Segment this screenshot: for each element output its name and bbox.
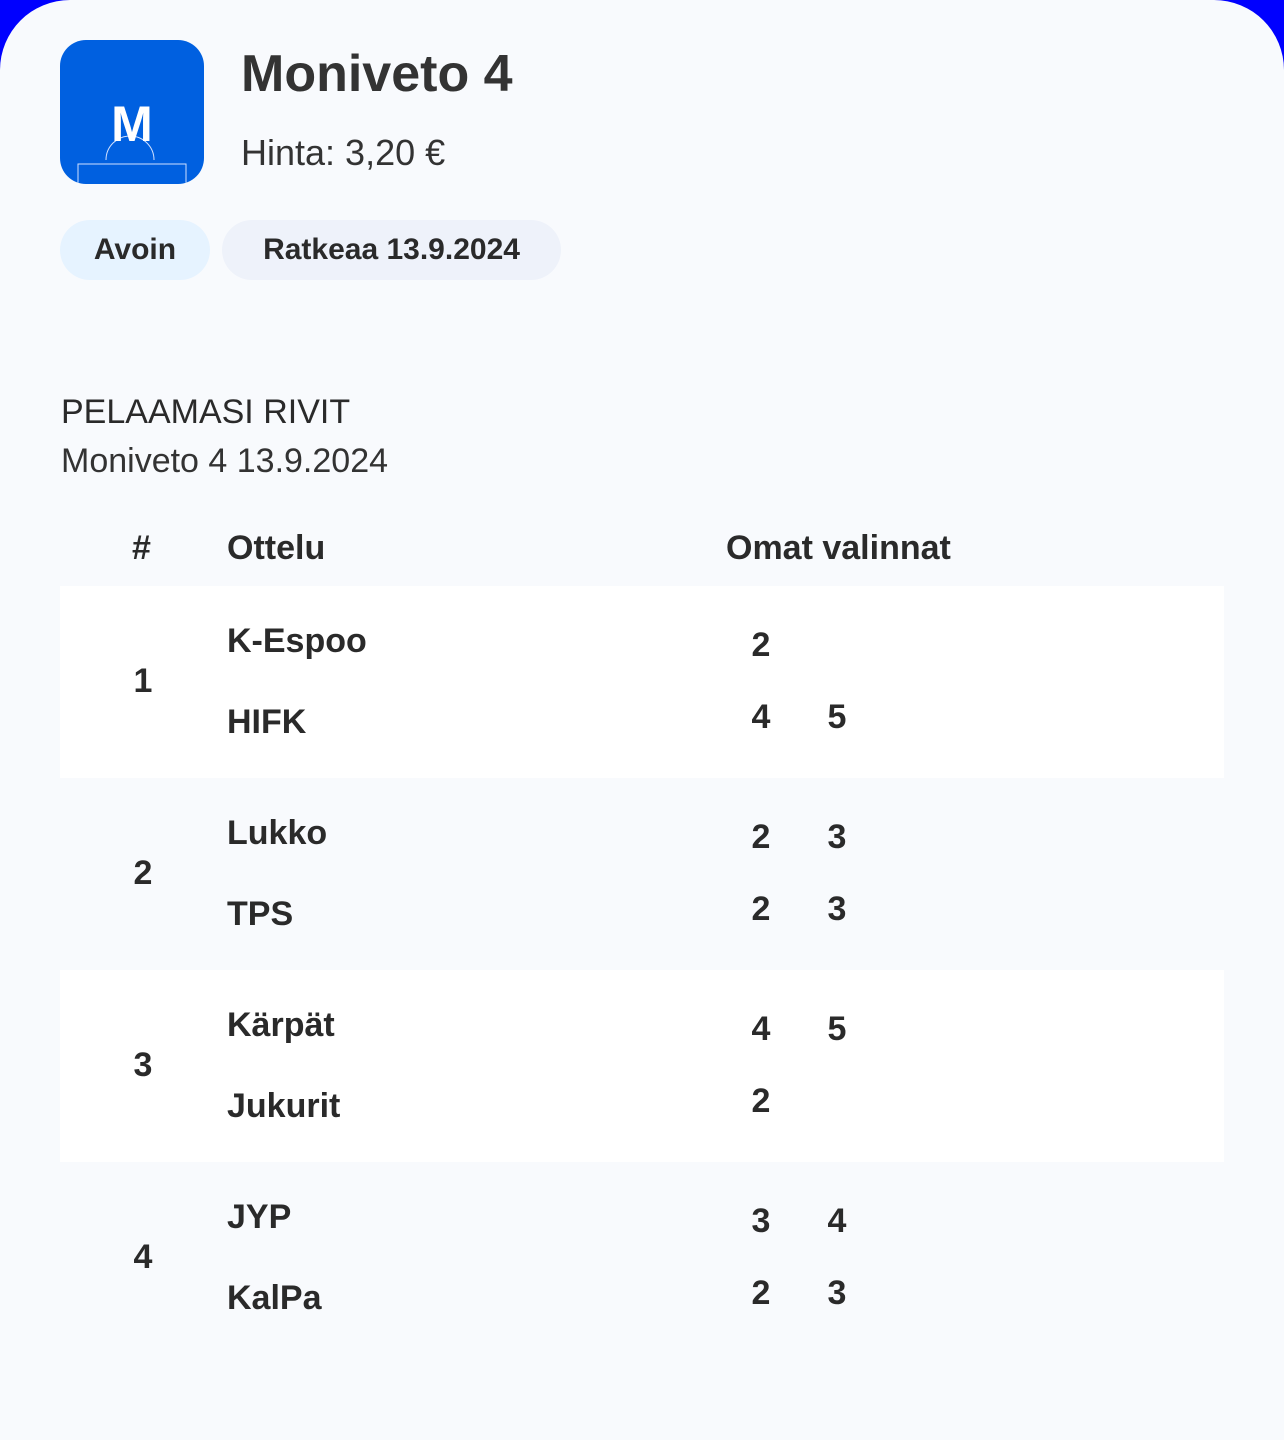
away-pick: 2 [751,1082,771,1120]
row-number: 3 [133,1046,153,1084]
page-title: Moniveto 4 [241,45,513,103]
home-pick: 4 [751,1010,771,1048]
away-pick: 2 [751,1274,771,1312]
header-num: # [132,529,151,567]
home-pick: 3 [751,1202,771,1240]
resolve-date-badge: Ratkeaa 13.9.2024 [222,220,561,280]
away-pick: 2 [751,890,771,928]
home-pick: 2 [751,818,771,856]
row-number: 2 [133,854,153,892]
away-team: KalPa [227,1279,322,1317]
price: Hinta: 3,20 € [241,132,446,173]
away-team: Jukurit [227,1087,341,1125]
table-row: 1 K-Espoo HIFK 2 4 5 [60,586,1224,778]
row-number: 1 [133,662,153,700]
moniveto-logo: M [60,40,204,184]
section-title: PELAAMASI RIVIT [61,393,351,431]
row-number: 4 [133,1238,153,1276]
home-team: K-Espoo [227,622,367,660]
home-team: Lukko [227,814,328,852]
table-row: 4 JYP KalPa 3 4 2 3 [60,1162,1224,1354]
away-team: TPS [227,895,294,933]
table-row: 3 Kärpät Jukurit 4 5 2 [60,970,1224,1162]
home-team: Kärpät [227,1006,335,1044]
header-picks: Omat valinnat [726,529,951,567]
header-match: Ottelu [227,529,326,567]
away-pick: 3 [827,890,847,928]
away-pick: 3 [827,1274,847,1312]
section-subtitle: Moniveto 4 13.9.2024 [61,442,389,480]
status-badge: Avoin [60,220,210,280]
away-pick: 5 [827,698,847,736]
table-row: 2 Lukko TPS 2 3 2 3 [60,778,1224,970]
away-pick: 4 [751,698,771,736]
home-pick: 2 [751,626,771,664]
home-team: JYP [227,1198,292,1236]
home-pick: 3 [827,818,847,856]
home-pick: 4 [827,1202,847,1240]
home-pick: 5 [827,1010,847,1048]
away-team: HIFK [227,703,307,741]
